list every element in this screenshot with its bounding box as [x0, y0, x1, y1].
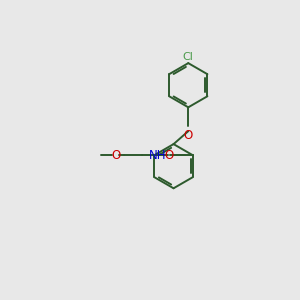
Text: Cl: Cl [183, 52, 194, 62]
Text: O: O [164, 149, 174, 162]
Text: O: O [184, 129, 193, 142]
Text: O: O [111, 149, 121, 162]
Text: NH: NH [149, 149, 166, 162]
